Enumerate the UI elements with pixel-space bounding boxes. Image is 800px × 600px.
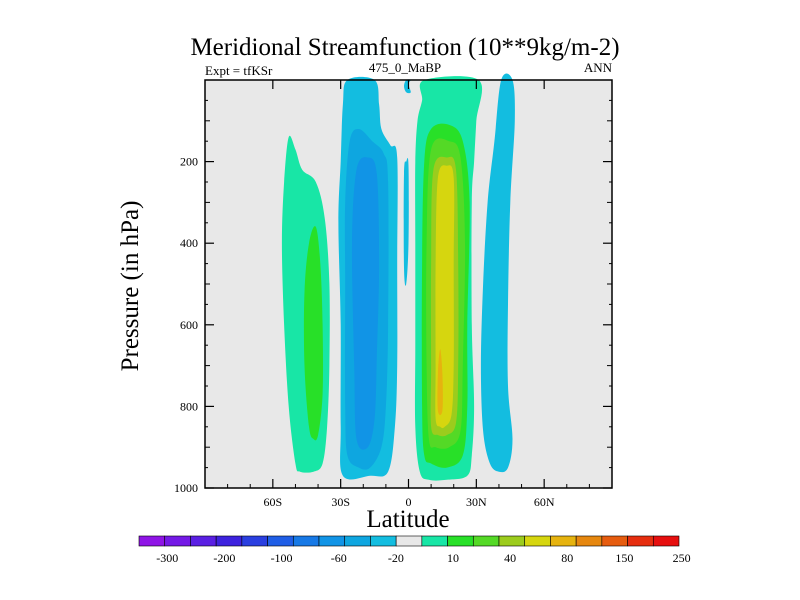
y-tick-label: 800 xyxy=(180,399,198,413)
colorbar-swatch xyxy=(421,535,448,547)
colorbar-swatch xyxy=(550,535,577,547)
colorbar-swatch xyxy=(292,535,320,547)
x-tick-label: 30S xyxy=(331,495,350,509)
colorbar-label: 250 xyxy=(673,551,691,565)
colorbar-swatch xyxy=(395,535,423,547)
y-axis-label: Pressure (in hPa) xyxy=(117,201,144,372)
y-tick-label: 1000 xyxy=(174,481,198,495)
contour-region-sh-ferrel-inner xyxy=(303,226,324,441)
colorbar-label: -200 xyxy=(213,551,235,565)
x-axis-label: Latitude xyxy=(366,506,449,533)
colorbar-label: 150 xyxy=(615,551,633,565)
y-tick-label: 200 xyxy=(180,155,198,169)
colorbar-label: -300 xyxy=(156,551,178,565)
x-tick-label: 60N xyxy=(534,495,555,509)
colorbar-swatch xyxy=(652,535,680,547)
contour-region-sh-hadley-core xyxy=(351,157,380,450)
colorbar-swatch xyxy=(241,535,268,547)
colorbar: -300 -200 -100 -60 -20 10 40 80 150 250 xyxy=(138,535,691,565)
colorbar-swatch xyxy=(138,535,166,547)
colorbar-swatch xyxy=(627,535,654,547)
colorbar-swatch xyxy=(344,535,371,547)
y-tick-label: 600 xyxy=(180,318,198,332)
colorbar-swatch xyxy=(601,535,628,547)
colorbar-swatch xyxy=(524,535,551,547)
contour-region-nh-hadley-max xyxy=(437,349,443,416)
contour-region-eq-dip xyxy=(404,79,411,94)
y-axis-ticks: 200 400 600 800 1000 xyxy=(174,99,612,495)
colorbar-swatch xyxy=(472,535,500,547)
x-tick-label: 0 xyxy=(406,495,412,509)
y-tick-label: 400 xyxy=(180,236,198,250)
time-label: 475_0_MaBP xyxy=(369,60,441,75)
contour-region-eq-sliver xyxy=(403,157,409,286)
colorbar-label: 80 xyxy=(561,551,573,565)
x-tick-label: 60S xyxy=(263,495,282,509)
colorbar-swatch xyxy=(447,535,474,547)
colorbar-swatch xyxy=(370,535,397,547)
colorbar-label: -60 xyxy=(331,551,347,565)
colorbar-label: 10 xyxy=(447,551,459,565)
contour-regions xyxy=(281,73,515,481)
colorbar-swatch xyxy=(318,535,346,547)
x-axis-ticks: 60S 30S 0 30N 60N xyxy=(227,80,590,509)
colorbar-swatch xyxy=(190,535,217,547)
colorbar-swatch xyxy=(498,535,526,547)
plot-background xyxy=(205,80,612,488)
colorbar-swatch xyxy=(215,535,243,547)
colorbar-label: 40 xyxy=(504,551,516,565)
colorbar-swatch xyxy=(164,535,191,547)
experiment-label: Expt = tfKSr xyxy=(205,63,273,78)
x-tick-label: 30N xyxy=(466,495,487,509)
contour-region-nh-ferrel xyxy=(480,73,515,473)
colorbar-label: -20 xyxy=(388,551,404,565)
chart-title: Meridional Streamfunction (10**9kg/m-2) xyxy=(190,34,619,61)
colorbar-swatch xyxy=(267,535,294,547)
colorbar-label: -100 xyxy=(271,551,293,565)
season-label: ANN xyxy=(584,60,613,75)
colorbar-swatch xyxy=(575,535,603,547)
